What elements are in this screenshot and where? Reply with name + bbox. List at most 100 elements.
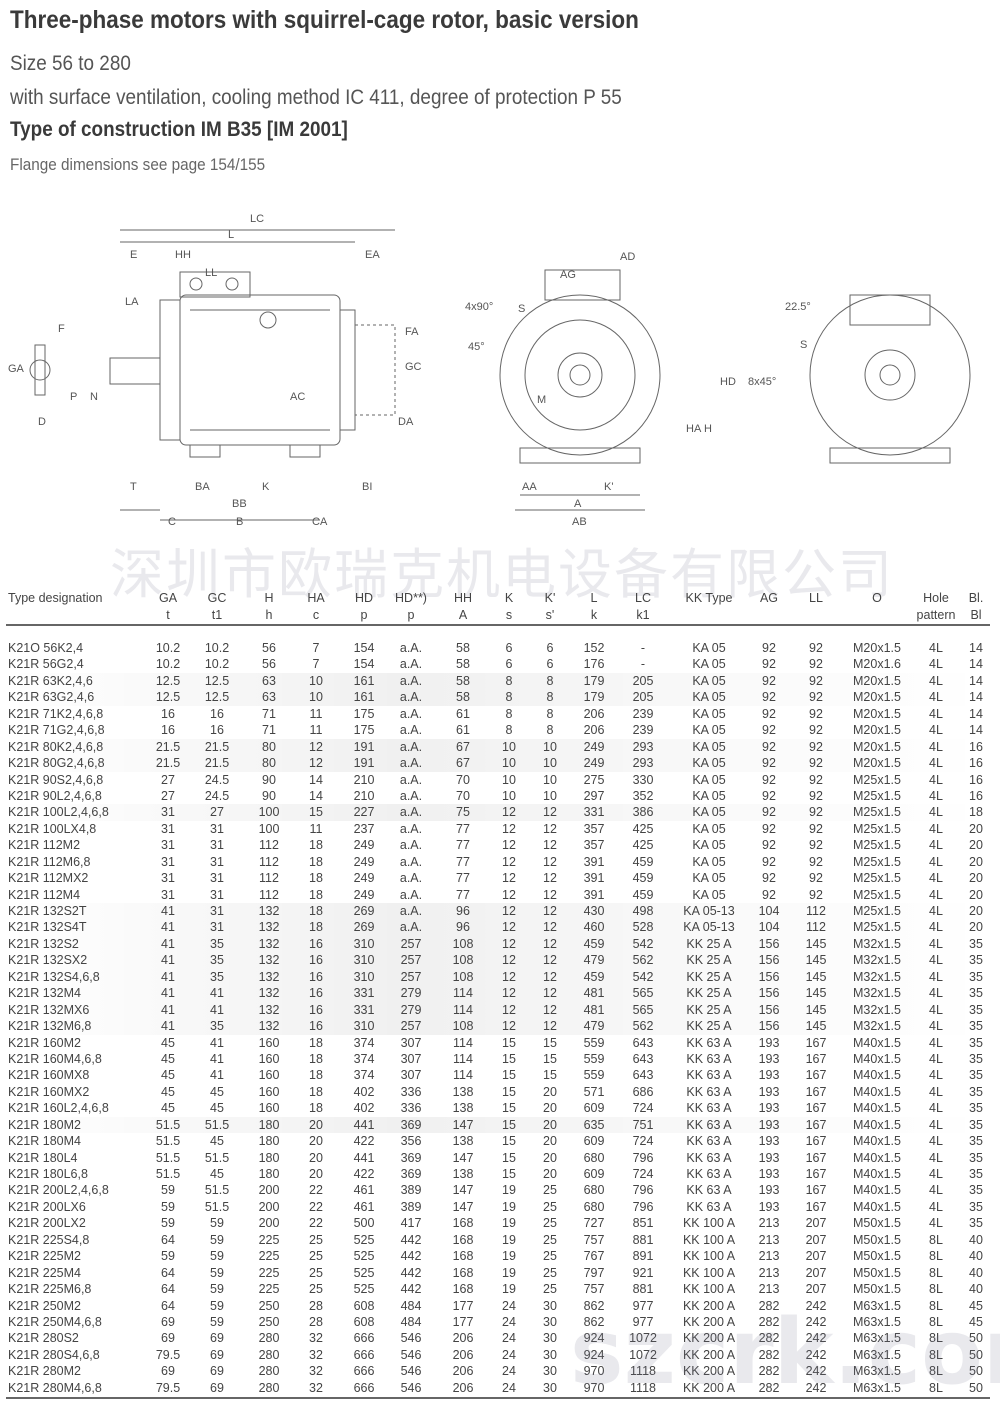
table-cell: 69 <box>210 1347 224 1362</box>
table-cell: 14 <box>969 690 983 705</box>
table-cell: 4L <box>929 854 943 869</box>
table-cell: 8L <box>929 1282 943 1297</box>
table-cell: 112 <box>806 920 826 935</box>
table-cell: 498 <box>632 904 654 918</box>
table-cell: 51.5 <box>155 1167 181 1181</box>
table-row: K21R 180M2 51.5 51.5 180 20 441 369 147 15 20 635 7… <box>6 1116 990 1134</box>
table-cell: 213 <box>758 1249 780 1264</box>
table-cell: 92 <box>762 723 776 738</box>
table-cell: 35 <box>969 1167 983 1181</box>
table-cell: 1118 <box>630 1380 656 1395</box>
table-cell: 193 <box>758 1068 780 1083</box>
table-row: K21R 280S2 69 69 280 32 666 546 206 24 30 924 1072 K… <box>6 1330 990 1346</box>
table-cell: 481 <box>583 1002 605 1017</box>
table-cell: 19 <box>502 1265 516 1280</box>
table-cell: 15 <box>502 1068 516 1083</box>
table-cell: 10.2 <box>155 657 181 672</box>
table-cell: 242 <box>805 1380 827 1395</box>
table-cell: 851 <box>632 1216 654 1231</box>
table-cell: 24 <box>502 1298 516 1313</box>
table-cell: KK 63 A <box>686 1035 732 1050</box>
table-cell: 160 <box>258 1051 280 1066</box>
table-cell: KK 100 A <box>682 1282 736 1297</box>
table-cell: 479 <box>583 1019 605 1034</box>
table-cell: 11 <box>309 723 323 738</box>
table-cell: 41 <box>161 986 175 1001</box>
table-cell: M20x1.5 <box>853 723 901 738</box>
table-cell: 609 <box>583 1134 605 1149</box>
table-cell: 280 <box>258 1347 280 1362</box>
table-cell: 160 <box>258 1068 280 1083</box>
table-cell: 112 <box>259 887 279 902</box>
table-cell: 666 <box>353 1347 375 1362</box>
table-cell: 4L <box>929 657 943 672</box>
table-cell: 40 <box>969 1265 983 1280</box>
table-cell: 25 <box>309 1249 323 1264</box>
table-cell: M40x1.5 <box>853 1117 901 1132</box>
table-cell: 90 <box>262 772 276 787</box>
table-cell: 45 <box>161 1068 175 1083</box>
table-cell: 69 <box>210 1380 224 1395</box>
table-cell: a.A. <box>399 673 423 688</box>
table-cell: 92 <box>809 772 823 787</box>
table-cell: 92 <box>762 690 776 705</box>
table-cell: 41 <box>161 936 175 951</box>
table-cell: M63x1.5 <box>853 1331 901 1346</box>
table-cell: 168 <box>452 1249 474 1264</box>
table-cell: 459 <box>583 969 605 984</box>
table-cell: a.A. <box>399 920 423 935</box>
table-cell: 167 <box>805 1035 827 1050</box>
type-designation-cell: K21O 56K2,4 <box>8 641 84 655</box>
type-designation-cell: K21R 112M6,8 <box>8 854 91 869</box>
dim-label: A <box>574 498 582 510</box>
table-cell: 797 <box>583 1265 605 1280</box>
table-cell: 31 <box>161 805 175 820</box>
table-cell: 177 <box>452 1314 474 1329</box>
table-cell: M20x1.5 <box>853 706 901 721</box>
table-cell: 19 <box>502 1183 516 1198</box>
table-cell: 145 <box>805 1019 827 1034</box>
table-cell: 180 <box>258 1117 280 1132</box>
table-cell: 35 <box>969 1068 983 1083</box>
table-cell: 96 <box>456 920 470 935</box>
table-cell: 21.5 <box>155 756 181 771</box>
table-cell: 154 <box>353 641 375 655</box>
table-cell: 41 <box>161 953 175 968</box>
table-row: K21R 132S4,6,8 41 35 132 16 310 257 108 12 12 459 5… <box>6 968 990 986</box>
table-row: K21R 90S2,4,6,8 27 24.5 90 14 210 a.A. 70 10 10 27… <box>6 772 990 788</box>
table-cell: 12.5 <box>204 673 230 688</box>
table-cell: 6 <box>505 657 513 672</box>
table-cell: 35 <box>969 1117 983 1132</box>
table-cell: 402 <box>353 1084 375 1099</box>
table-cell: 757 <box>583 1282 605 1297</box>
table-row: K21R 200L2,4,6,8 59 51.5 200 22 461 389 147 19 25… <box>6 1182 990 1198</box>
table-cell: 8L <box>929 1314 943 1329</box>
table-cell: 32 <box>309 1347 323 1362</box>
table-row: K21R 160MX8 45 41 160 18 374 307 114 15 15 559 643 K… <box>6 1067 990 1083</box>
table-cell: 191 <box>353 739 375 754</box>
table-cell: 45 <box>210 1101 224 1116</box>
table-row: K21R 100L2,4,6,8 31 27 100 15 227 a.A. 75 12 12 33… <box>6 804 990 821</box>
table-cell: 176 <box>583 657 605 672</box>
table-cell: a.A. <box>399 788 423 803</box>
table-cell: 16 <box>309 1002 323 1017</box>
table-cell: 152 <box>583 641 605 655</box>
table-cell: 357 <box>583 821 605 836</box>
table-cell: 80 <box>262 756 276 771</box>
table-cell: 242 <box>805 1331 827 1346</box>
table-cell: 200 <box>258 1199 280 1214</box>
dim-label: K' <box>604 481 613 493</box>
table-cell: 69 <box>161 1364 175 1379</box>
table-cell: 58 <box>456 657 470 672</box>
type-designation-cell: K21R 280M2 <box>8 1364 81 1379</box>
table-cell: 8 <box>546 706 554 721</box>
column-header: LC k1 <box>635 591 651 622</box>
table-cell: M25x1.5 <box>853 871 901 886</box>
table-cell: 16 <box>309 953 323 968</box>
table-cell: 12.5 <box>155 673 181 688</box>
table-cell: 19 <box>502 1216 516 1231</box>
table-cell: 4L <box>929 723 943 738</box>
table-cell: M40x1.5 <box>853 1035 901 1050</box>
table-cell: a.A. <box>399 871 423 886</box>
table-cell: 92 <box>762 706 776 721</box>
